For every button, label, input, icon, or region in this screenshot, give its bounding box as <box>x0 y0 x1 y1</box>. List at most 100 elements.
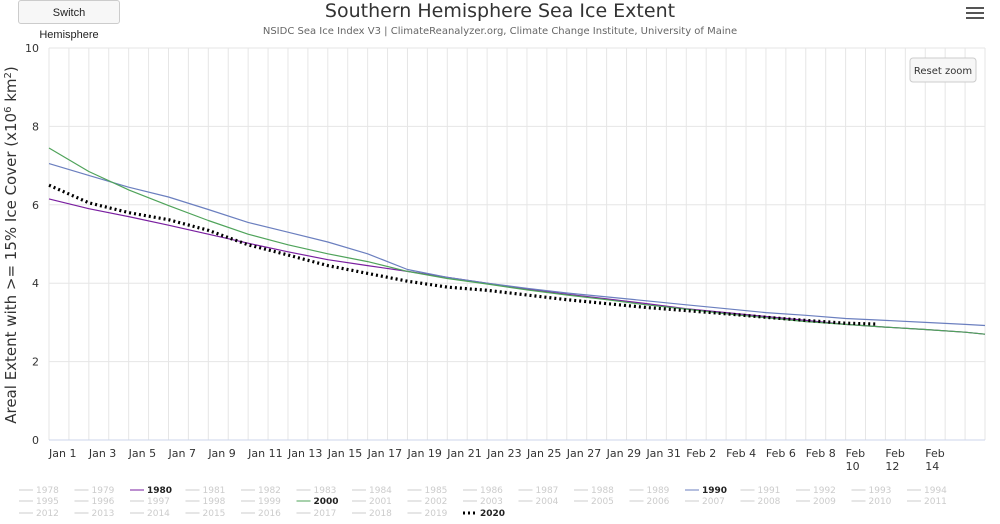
legend-item-1989[interactable]: 1989 <box>647 486 670 496</box>
y-tick-label: 6 <box>32 199 39 212</box>
series-lines <box>48 147 986 335</box>
x-tick-label-line: Feb 2 <box>686 447 716 460</box>
legend-item-2010[interactable]: 2010 <box>869 497 892 507</box>
menu-bar <box>966 17 984 19</box>
x-tick-label-line: Jan 13 <box>287 447 322 460</box>
y-tick-label: 10 <box>25 42 39 55</box>
legend-item-2019[interactable]: 2019 <box>425 509 448 519</box>
grid-lines <box>48 47 986 441</box>
legend-item-1988[interactable]: 1988 <box>591 486 614 496</box>
x-tick-label: Jan 11 <box>247 447 282 460</box>
x-tick-label: Jan 27 <box>566 447 601 460</box>
x-tick-label-line: Jan 3 <box>88 447 116 460</box>
reset-zoom-box[interactable] <box>909 57 977 83</box>
legend-item-1992[interactable]: 1992 <box>813 486 836 496</box>
reset-zoom-button[interactable]: Reset zoom <box>909 57 977 83</box>
x-tick-label: Jan 19 <box>406 447 441 460</box>
y-axis-title: Areal Extent with >= 15% Ice Cover (x106… <box>2 66 20 424</box>
chart-title: Southern Hemisphere Sea Ice Extent <box>324 0 676 22</box>
legend-item-1985[interactable]: 1985 <box>425 486 448 496</box>
legend-item-2009[interactable]: 2009 <box>813 497 836 507</box>
x-tick-label-line: Jan 7 <box>167 447 195 460</box>
legend-item-1982[interactable]: 1982 <box>258 486 281 496</box>
legend-item-2013[interactable]: 2013 <box>92 509 115 519</box>
x-tick-label: Jan 31 <box>645 447 680 460</box>
series-line-1990[interactable] <box>48 163 986 327</box>
x-tick-label-line: Jan 19 <box>406 447 441 460</box>
legend-item-2020[interactable]: 2020 <box>480 509 505 519</box>
x-tick-label-line: Feb <box>885 447 904 460</box>
legend-item-2001[interactable]: 2001 <box>369 497 392 507</box>
legend-item-2007[interactable]: 2007 <box>702 497 725 507</box>
y-title-part: ) <box>2 66 20 72</box>
legend-item-1984[interactable]: 1984 <box>369 486 392 496</box>
y-tick-label: 2 <box>32 356 39 369</box>
legend-item-1997[interactable]: 1997 <box>147 497 170 507</box>
x-tick-label: Feb 4 <box>726 447 756 460</box>
y-tick-label: 8 <box>32 120 39 133</box>
legend-item-1986[interactable]: 1986 <box>480 486 503 496</box>
legend-item-1991[interactable]: 1991 <box>758 486 781 496</box>
legend-item-1994[interactable]: 1994 <box>924 486 947 496</box>
x-tick-label-line: Jan 15 <box>327 447 362 460</box>
x-tick-label-line: Jan 31 <box>645 447 680 460</box>
legend-item-2000[interactable]: 2000 <box>314 497 339 507</box>
x-tick-label-line: 14 <box>925 460 939 473</box>
x-tick-label-line: Jan 1 <box>48 447 76 460</box>
legend-item-1980[interactable]: 1980 <box>147 486 172 496</box>
legend-item-1990[interactable]: 1990 <box>702 486 727 496</box>
x-tick-label-line: Feb 4 <box>726 447 756 460</box>
legend-item-1993[interactable]: 1993 <box>869 486 892 496</box>
y-tick-label: 4 <box>32 277 39 290</box>
legend-item-2012[interactable]: 2012 <box>36 509 59 519</box>
x-tick-label: Jan 29 <box>606 447 641 460</box>
y-title-part: Areal Extent with >= 15% Ice Cover (x10 <box>2 113 20 424</box>
legend-item-2017[interactable]: 2017 <box>314 509 337 519</box>
legend-item-1979[interactable]: 1979 <box>92 486 115 496</box>
legend-item-2005[interactable]: 2005 <box>591 497 614 507</box>
x-tick-label: Jan 17 <box>367 447 402 460</box>
x-axis-labels: Jan 1 Jan 3 Jan 5 Jan 7 Jan 9 Jan 11 Jan 13 Jan… <box>48 447 945 473</box>
legend-item-2018[interactable]: 2018 <box>369 509 392 519</box>
legend-item-1981[interactable]: 1981 <box>203 486 226 496</box>
legend-item-2002[interactable]: 2002 <box>425 497 448 507</box>
legend-item-1987[interactable]: 1987 <box>536 486 559 496</box>
series-line-1980[interactable] <box>48 198 986 335</box>
legend-item-2015[interactable]: 2015 <box>203 509 226 519</box>
legend-item-1999[interactable]: 1999 <box>258 497 281 507</box>
menu-bar <box>966 12 984 14</box>
hamburger-menu-icon[interactable] <box>966 4 984 22</box>
reset-zoom-label[interactable]: Reset zoom <box>914 66 972 77</box>
x-tick-label-line: Feb <box>925 447 944 460</box>
legend-item-2003[interactable]: 2003 <box>480 497 503 507</box>
series-line-2020[interactable] <box>48 183 876 326</box>
legend-item-1996[interactable]: 1996 <box>92 497 115 507</box>
x-tick-label-line: Jan 27 <box>566 447 601 460</box>
switch-hemisphere-button[interactable]: Switch Hemisphere <box>18 0 120 41</box>
y-title-sup: 6 <box>3 107 14 113</box>
legend-item-2006[interactable]: 2006 <box>647 497 670 507</box>
x-tick-label: Feb 14 <box>925 447 944 473</box>
x-tick-label-line: Jan 5 <box>128 447 156 460</box>
x-tick-label-line: Jan 9 <box>207 447 235 460</box>
legend-item-1998[interactable]: 1998 <box>203 497 226 507</box>
y-title-sup: 2 <box>3 72 14 78</box>
legend-item-1978[interactable]: 1978 <box>36 486 59 496</box>
x-tick-label: Feb 8 <box>806 447 836 460</box>
legend-item-1995[interactable]: 1995 <box>36 497 59 507</box>
legend-item-1983[interactable]: 1983 <box>314 486 337 496</box>
x-tick-label-line: Jan 29 <box>606 447 641 460</box>
legend-item-2011[interactable]: 2011 <box>924 497 947 507</box>
x-tick-label: Jan 15 <box>327 447 362 460</box>
x-tick-label: Feb 12 <box>885 447 904 473</box>
x-tick-label: Jan 1 <box>48 447 76 460</box>
x-tick-label-line: Feb 6 <box>766 447 796 460</box>
legend-item-2004[interactable]: 2004 <box>536 497 559 507</box>
legend-item-2008[interactable]: 2008 <box>758 497 781 507</box>
legend-item-2016[interactable]: 2016 <box>258 509 281 519</box>
legend-item-2014[interactable]: 2014 <box>147 509 170 519</box>
x-tick-label: Jan 9 <box>207 447 235 460</box>
series-line-2000[interactable] <box>48 147 986 335</box>
x-tick-label: Jan 7 <box>167 447 195 460</box>
